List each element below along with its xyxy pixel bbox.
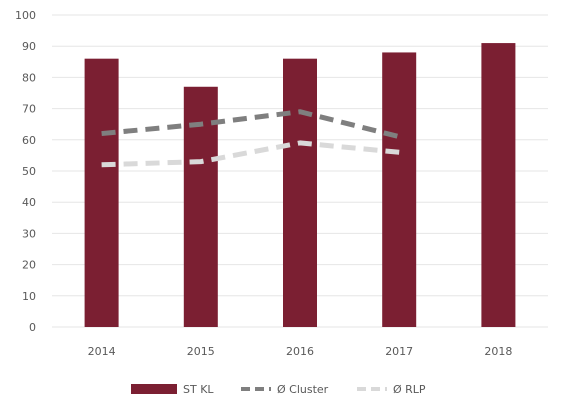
y-tick-label: 10 (22, 290, 36, 303)
line-series-layer (101, 109, 400, 168)
y-tick-label: 80 (22, 71, 36, 84)
legend-label: Ø Cluster (277, 383, 329, 396)
x-tick-label: 2017 (385, 345, 413, 358)
bar-2017 (382, 52, 417, 327)
y-tick-label: 100 (15, 9, 36, 22)
y-tick-label: 20 (22, 259, 36, 272)
y-tick-label: 70 (22, 103, 36, 116)
y-tick-label: 0 (29, 321, 36, 334)
y-tick-label: 60 (22, 134, 36, 147)
y-tick-label: 90 (22, 40, 36, 53)
legend: ST KL Ø Cluster Ø RLP (131, 383, 426, 396)
x-axis: 2014 2015 2016 2017 2018 (88, 345, 513, 358)
y-axis: 0 10 20 30 40 50 60 70 80 90 100 (15, 9, 36, 334)
line-series-2 (101, 140, 400, 168)
y-tick-label: 40 (22, 196, 36, 209)
legend-label: Ø RLP (393, 383, 426, 396)
bar-2018 (481, 43, 516, 328)
y-tick-label: 30 (22, 227, 36, 240)
x-tick-label: 2016 (286, 345, 314, 358)
legend-swatch-bar (131, 384, 177, 394)
legend-label: ST KL (183, 383, 214, 396)
y-tick-label: 50 (22, 165, 36, 178)
line-series-1 (101, 109, 400, 140)
bar-2016 (283, 58, 317, 328)
x-tick-label: 2015 (187, 345, 215, 358)
x-tick-label: 2014 (88, 345, 116, 358)
bar-series-layer (84, 43, 516, 328)
x-tick-label: 2018 (484, 345, 512, 358)
bar-2014 (84, 58, 119, 328)
